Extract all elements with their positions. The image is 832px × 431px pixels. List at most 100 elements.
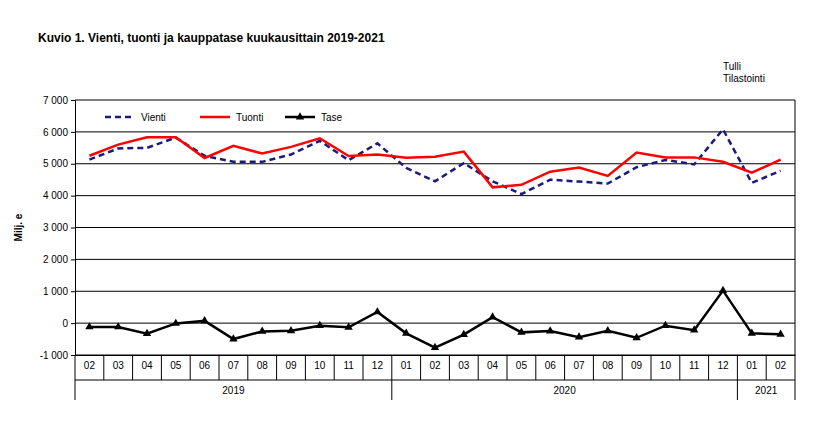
legend-marker <box>296 112 304 119</box>
source: Tilastointi <box>723 73 765 84</box>
x-tick: 01 <box>401 355 413 371</box>
legend-item: Tuonti <box>200 112 263 123</box>
x-tick-label: 07 <box>228 360 240 371</box>
series-marker <box>460 330 468 337</box>
y-tick: 0 <box>62 318 75 329</box>
x-tick: 06 <box>545 355 557 371</box>
title: Kuvio 1. Vienti, tuonti ja kauppatase ku… <box>38 31 385 45</box>
x-tick-label: 07 <box>573 360 585 371</box>
y-axis-line <box>71 101 76 356</box>
plot-frame <box>795 100 796 355</box>
x-tick-label: 05 <box>170 360 182 371</box>
series-marker <box>316 321 324 328</box>
series-marker <box>172 319 180 326</box>
x-tick-label: 11 <box>343 360 354 371</box>
x-tick-label: 12 <box>717 360 729 371</box>
x-tick-label: 09 <box>631 360 643 371</box>
y-tick-label: 0 <box>62 318 68 329</box>
series-marker <box>200 316 208 323</box>
plot-area <box>85 129 785 350</box>
x-tick: 04 <box>487 355 499 371</box>
series-marker <box>719 286 727 293</box>
x-tick-label: 08 <box>257 360 269 371</box>
x-tick-label: 02 <box>775 360 787 371</box>
category-separator <box>363 355 364 380</box>
series-marker <box>632 333 640 340</box>
y-tick-label: 4 000 <box>43 190 68 201</box>
y-tick-mark <box>71 291 75 292</box>
series-marker <box>575 332 583 339</box>
category-separator <box>247 355 248 380</box>
x-tick-label: 11 <box>689 360 700 371</box>
grid-line <box>75 131 795 132</box>
category-separator <box>478 355 479 380</box>
x-tick: 06 <box>199 355 211 371</box>
y-axis-title: Milj. e <box>13 213 24 241</box>
x-tick-label: 06 <box>545 360 557 371</box>
x-tick-label: 01 <box>746 360 758 371</box>
x-tick-label: 10 <box>314 360 326 371</box>
grid-line <box>75 227 795 228</box>
x-tick: 01 <box>746 355 758 371</box>
x-tick-label: 05 <box>516 360 528 371</box>
y-tick-mark <box>71 196 75 197</box>
series-line <box>89 129 780 194</box>
category-separator <box>622 355 623 380</box>
category-separator <box>334 355 335 380</box>
x-tick-label: 12 <box>372 360 384 371</box>
series-marker <box>114 322 122 329</box>
legend-label: Vienti <box>141 112 166 123</box>
y-tick: 4 000 <box>43 190 75 201</box>
x-tick-label: 08 <box>602 360 614 371</box>
category-separator <box>679 355 680 380</box>
x-tick: 02 <box>84 355 96 371</box>
category-separator <box>75 355 76 400</box>
category-separator <box>708 355 709 380</box>
category-separator <box>593 355 594 380</box>
x-axis: 0203040506070809101112010203040506070809… <box>76 355 796 371</box>
y-tick-mark <box>71 259 75 260</box>
series-marker <box>287 326 295 333</box>
chart: Kuvio 1. Vienti, tuonti ja kauppatase ku… <box>0 0 832 431</box>
legend-label: Tuonti <box>236 112 263 123</box>
category-separator <box>305 355 306 380</box>
x-tick: 12 <box>717 355 729 371</box>
series-marker <box>748 329 756 336</box>
category-separator <box>449 355 450 380</box>
x-tick: 12 <box>372 355 384 371</box>
x-tick: 05 <box>170 355 182 371</box>
series-marker <box>258 327 266 334</box>
y-tick: 2 000 <box>43 254 75 265</box>
series-marker <box>373 307 381 314</box>
x-tick: 03 <box>113 355 125 371</box>
category-separator <box>737 355 738 400</box>
category-table <box>75 355 795 400</box>
x-tick-label: 02 <box>84 360 96 371</box>
x-tick-label: 09 <box>285 360 297 371</box>
x-tick: 08 <box>602 355 614 371</box>
x-tick-label: 06 <box>199 360 211 371</box>
legend-item: Tase <box>285 112 343 123</box>
category-separator <box>161 355 162 380</box>
y-tick: -1 000 <box>40 350 75 361</box>
x-tick-label: 03 <box>113 360 125 371</box>
year-label: 2021 <box>755 385 778 396</box>
series-marker <box>546 326 554 333</box>
series-marker <box>431 343 439 350</box>
category-separator <box>219 355 220 380</box>
series-marker <box>143 329 151 336</box>
series-marker <box>661 321 669 328</box>
x-tick-label: 02 <box>429 360 441 371</box>
x-tick: 09 <box>631 355 643 371</box>
y-tick-label: -1 000 <box>40 350 69 361</box>
x-tick: 02 <box>429 355 441 371</box>
category-separator <box>391 355 392 400</box>
category-separator <box>132 355 133 380</box>
x-tick: 08 <box>257 355 269 371</box>
category-separator <box>651 355 652 380</box>
y-axis: -1 00001 0002 0003 0004 0005 0006 0007 0… <box>40 95 76 361</box>
y-tick: 6 000 <box>43 127 75 138</box>
grid-line <box>75 291 795 292</box>
x-tick: 07 <box>228 355 240 371</box>
y-tick-mark <box>71 355 75 356</box>
